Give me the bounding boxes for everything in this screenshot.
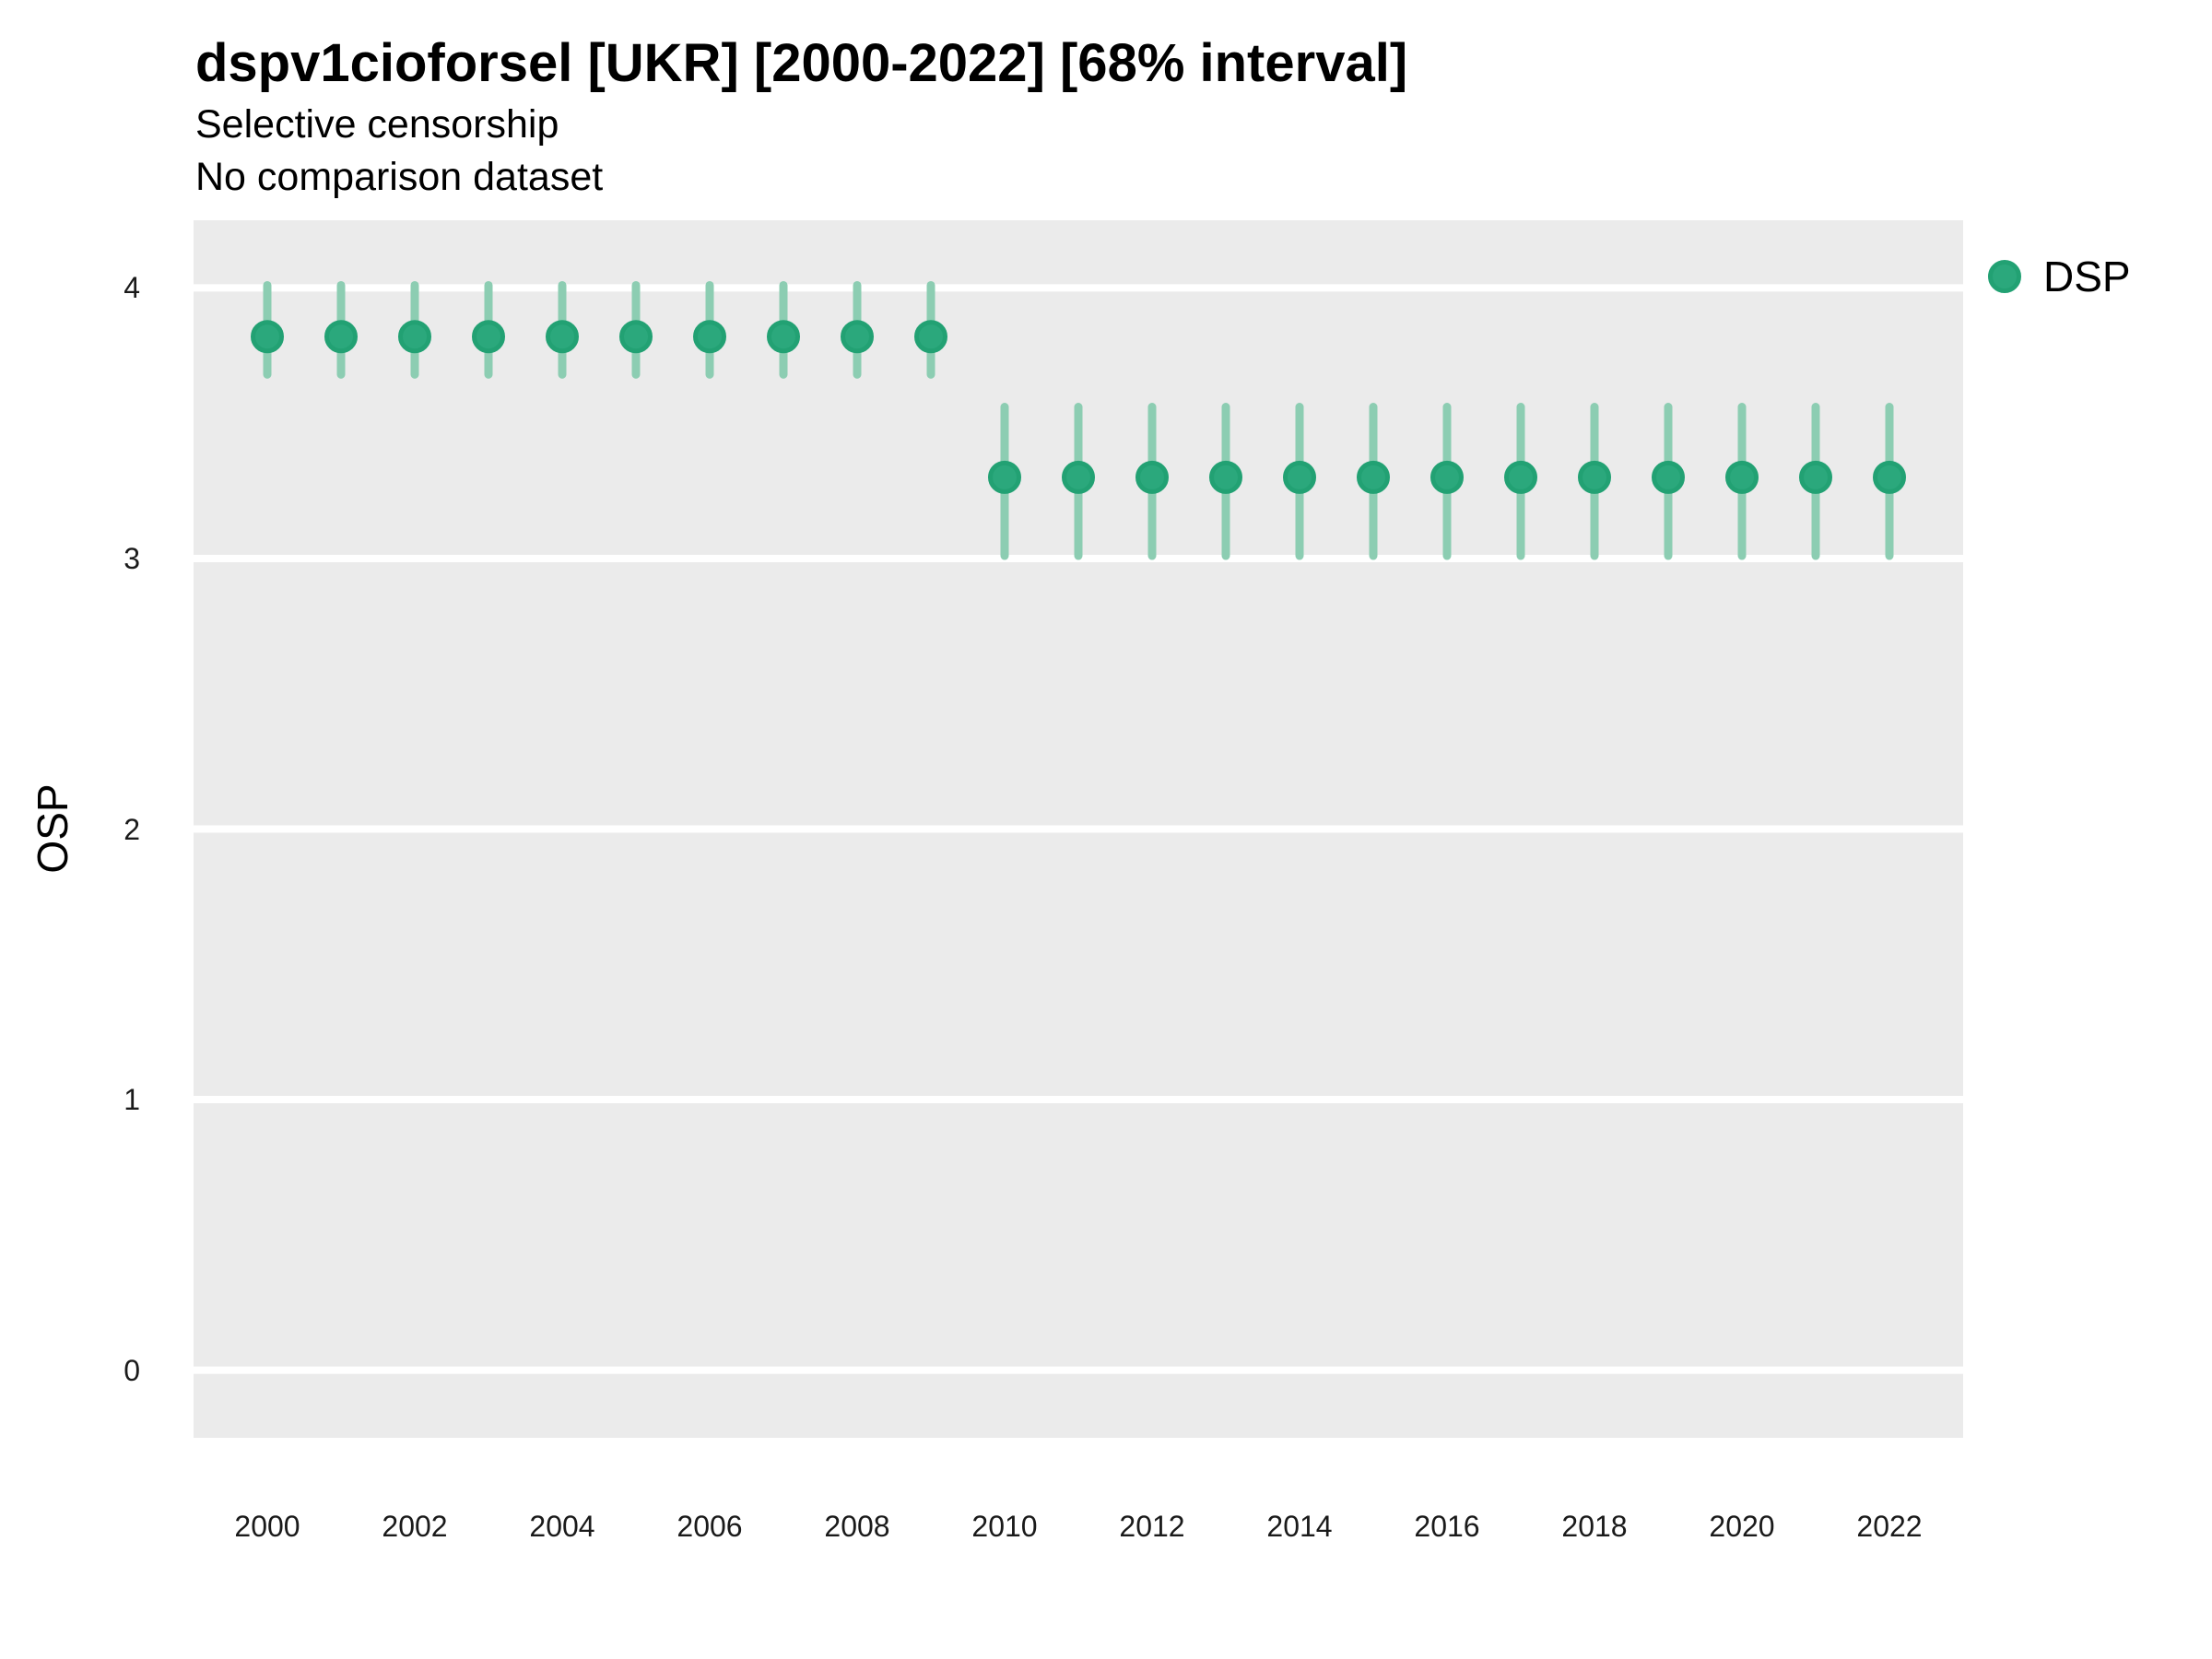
x-tick-label-2004: 2004 xyxy=(529,1510,595,1543)
point-2008 xyxy=(841,320,874,354)
point-2021 xyxy=(1799,460,1832,494)
point-2012 xyxy=(1135,460,1169,494)
x-tick-label-2010: 2010 xyxy=(971,1510,1038,1543)
x-tick-label-2012: 2012 xyxy=(1119,1510,1185,1543)
y-tick-label-4: 4 xyxy=(124,271,140,305)
legend-label: DSP xyxy=(2043,253,2131,300)
point-2017 xyxy=(1504,460,1537,494)
point-2005 xyxy=(619,320,653,354)
point-2009 xyxy=(914,320,947,354)
point-2018 xyxy=(1578,460,1611,494)
chart-title: dspv1cioforsel [UKR] [2000-2022] [68% in… xyxy=(195,33,1408,93)
point-2000 xyxy=(251,320,284,354)
point-2003 xyxy=(472,320,505,354)
point-2016 xyxy=(1430,460,1464,494)
point-2014 xyxy=(1283,460,1316,494)
legend: DSP xyxy=(1986,245,2131,308)
point-2010 xyxy=(988,460,1021,494)
point-2022 xyxy=(1873,460,1906,494)
x-tick-label-2014: 2014 xyxy=(1266,1510,1333,1543)
legend-point-icon xyxy=(1988,260,2021,293)
x-tick-label-2016: 2016 xyxy=(1414,1510,1480,1543)
point-2011 xyxy=(1062,460,1095,494)
point-2006 xyxy=(693,320,726,354)
point-2020 xyxy=(1725,460,1759,494)
x-tick-label-2000: 2000 xyxy=(234,1510,300,1543)
x-tick-label-2006: 2006 xyxy=(677,1510,743,1543)
y-axis-title: OSP xyxy=(29,783,76,874)
point-2007 xyxy=(767,320,800,354)
y-tick-label-2: 2 xyxy=(124,812,140,846)
y-tick-label-1: 1 xyxy=(124,1083,140,1117)
y-tick-label-3: 3 xyxy=(124,541,140,575)
point-2004 xyxy=(546,320,579,354)
chart-subtitle-line2: No comparison dataset xyxy=(195,155,604,199)
point-2002 xyxy=(398,320,431,354)
x-tick-label-2002: 2002 xyxy=(382,1510,448,1543)
x-tick-label-2018: 2018 xyxy=(1561,1510,1628,1543)
chart-subtitle-line1: Selective censorship xyxy=(195,102,559,147)
y-tick-label-0: 0 xyxy=(124,1353,140,1387)
point-2019 xyxy=(1652,460,1685,494)
point-2013 xyxy=(1209,460,1242,494)
point-2015 xyxy=(1357,460,1390,494)
x-tick-label-2008: 2008 xyxy=(824,1510,890,1543)
point-2001 xyxy=(324,320,358,354)
x-tick-label-2020: 2020 xyxy=(1709,1510,1775,1543)
x-tick-label-2022: 2022 xyxy=(1856,1510,1923,1543)
